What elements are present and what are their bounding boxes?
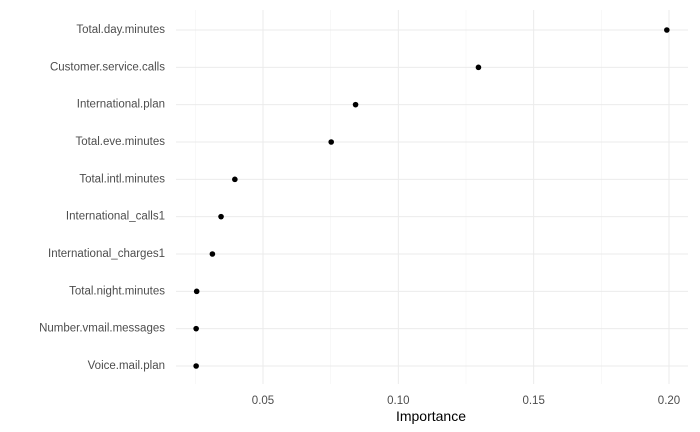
data-point: [232, 176, 238, 183]
x-tick-label: 0.15: [522, 395, 544, 407]
data-points: [193, 27, 670, 369]
y-tick-label: Total.intl.minutes: [79, 173, 165, 185]
x-axis-label: Importance: [396, 408, 466, 424]
x-tick-label: 0.10: [387, 395, 409, 407]
y-tick-label: International_calls1: [66, 211, 165, 223]
data-point: [352, 101, 359, 108]
data-point: [193, 288, 200, 295]
y-tick-label: Total.eve.minutes: [76, 136, 166, 148]
y-axis-tick-labels: Total.day.minutes Customer.service.calls I…: [39, 24, 165, 372]
x-axis-tick-labels: 0.05 0.10 0.15 0.20: [252, 395, 680, 407]
data-point: [218, 213, 224, 220]
data-point: [328, 139, 335, 145]
y-tick-label: Voice.mail.plan: [88, 360, 165, 372]
x-tick-label: 0.05: [252, 395, 274, 407]
data-point: [475, 64, 482, 71]
y-tick-label: Customer.service.calls: [50, 61, 165, 73]
data-point: [193, 363, 199, 369]
y-tick-label: International.plan: [77, 99, 165, 111]
grid-lines: [176, 10, 688, 384]
x-tick-label: 0.20: [658, 395, 680, 407]
data-point: [209, 251, 216, 257]
y-tick-label: Number.vmail.messages: [39, 323, 165, 335]
data-point: [664, 27, 670, 33]
data-point: [193, 325, 199, 332]
y-tick-label: Total.day.minutes: [76, 24, 165, 36]
y-tick-label: Total.night.minutes: [69, 285, 165, 297]
y-tick-label: International_charges1: [48, 248, 165, 260]
